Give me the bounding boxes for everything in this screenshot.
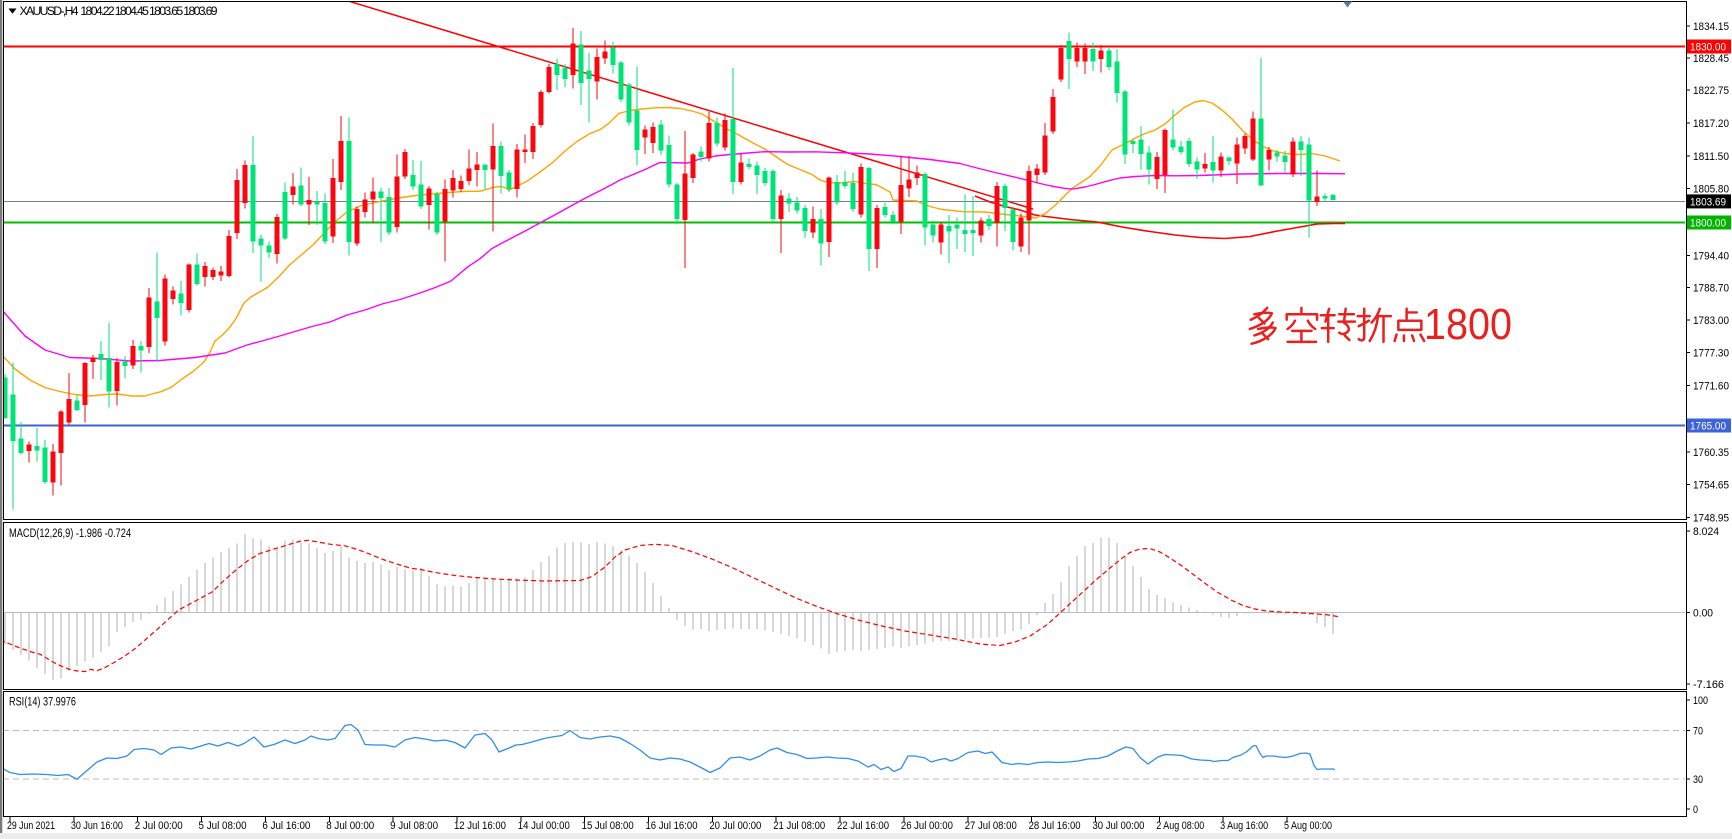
svg-text:1771.60: 1771.60 [1693,380,1729,392]
svg-text:2 Aug 08:00: 2 Aug 08:00 [1156,820,1204,832]
svg-text:30 Jun 16:00: 30 Jun 16:00 [71,820,123,832]
svg-text:21 Jul 08:00: 21 Jul 08:00 [773,820,825,832]
svg-text:1765.00: 1765.00 [1690,421,1726,433]
svg-text:100: 100 [1693,695,1708,707]
svg-text:1811.50: 1811.50 [1693,151,1729,163]
svg-text:22 Jul 16:00: 22 Jul 16:00 [837,820,889,832]
svg-text:5 Jul 08:00: 5 Jul 08:00 [199,820,247,832]
svg-text:70: 70 [1693,726,1703,738]
svg-text:28 Jul 16:00: 28 Jul 16:00 [1029,820,1081,832]
svg-text:1834.15: 1834.15 [1693,21,1729,33]
svg-text:1817.20: 1817.20 [1693,118,1729,130]
svg-text:1760.35: 1760.35 [1693,447,1729,459]
svg-text:15 Jul 08:00: 15 Jul 08:00 [582,820,634,832]
svg-text:1805.80: 1805.80 [1693,183,1729,195]
svg-text:1828.45: 1828.45 [1693,53,1729,65]
svg-text:MACD(12,26,9) -1.986 -0.724: MACD(12,26,9) -1.986 -0.724 [9,528,131,540]
svg-text:8 Jul 00:00: 8 Jul 00:00 [326,820,374,832]
svg-text:26 Jul 00:00: 26 Jul 00:00 [901,820,953,832]
svg-text:2 Jul 00:00: 2 Jul 00:00 [135,820,183,832]
svg-text:-7.166: -7.166 [1693,679,1724,691]
svg-text:5 Aug 00:00: 5 Aug 00:00 [1284,820,1332,832]
svg-text:1777.30: 1777.30 [1693,348,1729,360]
svg-text:6 Jul 16:00: 6 Jul 16:00 [262,820,310,832]
svg-text:1794.40: 1794.40 [1693,250,1729,262]
svg-text:1754.65: 1754.65 [1693,480,1729,492]
svg-text:20 Jul 00:00: 20 Jul 00:00 [709,820,761,832]
svg-text:3 Aug 16:00: 3 Aug 16:00 [1220,820,1268,832]
svg-text:8.024: 8.024 [1693,526,1719,538]
svg-text:1788.70: 1788.70 [1693,283,1729,295]
svg-text:0.00: 0.00 [1693,607,1713,619]
svg-text:1783.00: 1783.00 [1693,315,1729,327]
svg-text:30 Jul 00:00: 30 Jul 00:00 [1092,820,1144,832]
svg-text:1800.00: 1800.00 [1690,218,1726,230]
svg-text:1830.00: 1830.00 [1690,42,1726,54]
svg-text:1748.95: 1748.95 [1693,512,1729,524]
svg-text:14 Jul 00:00: 14 Jul 00:00 [518,820,570,832]
svg-text:0: 0 [1693,804,1698,816]
svg-text:RSI(14) 37.9976: RSI(14) 37.9976 [9,697,76,709]
svg-text:1803.69: 1803.69 [1690,197,1726,209]
svg-text:30: 30 [1693,774,1703,786]
svg-text:9 Jul 08:00: 9 Jul 08:00 [390,820,438,832]
svg-text:1822.75: 1822.75 [1693,85,1729,97]
svg-text:29 Jun 2021: 29 Jun 2021 [7,820,55,832]
svg-text:16 Jul 16:00: 16 Jul 16:00 [646,820,698,832]
svg-text:27 Jul 08:00: 27 Jul 08:00 [965,820,1017,832]
svg-text:12 Jul 16:00: 12 Jul 16:00 [454,820,506,832]
svg-text:1800: 1800 [1424,300,1512,349]
svg-text:XAUUSD-,H4 1804.22 1804.45 18: XAUUSD-,H4 1804.22 1804.45 1803.65 1803.… [20,4,218,18]
